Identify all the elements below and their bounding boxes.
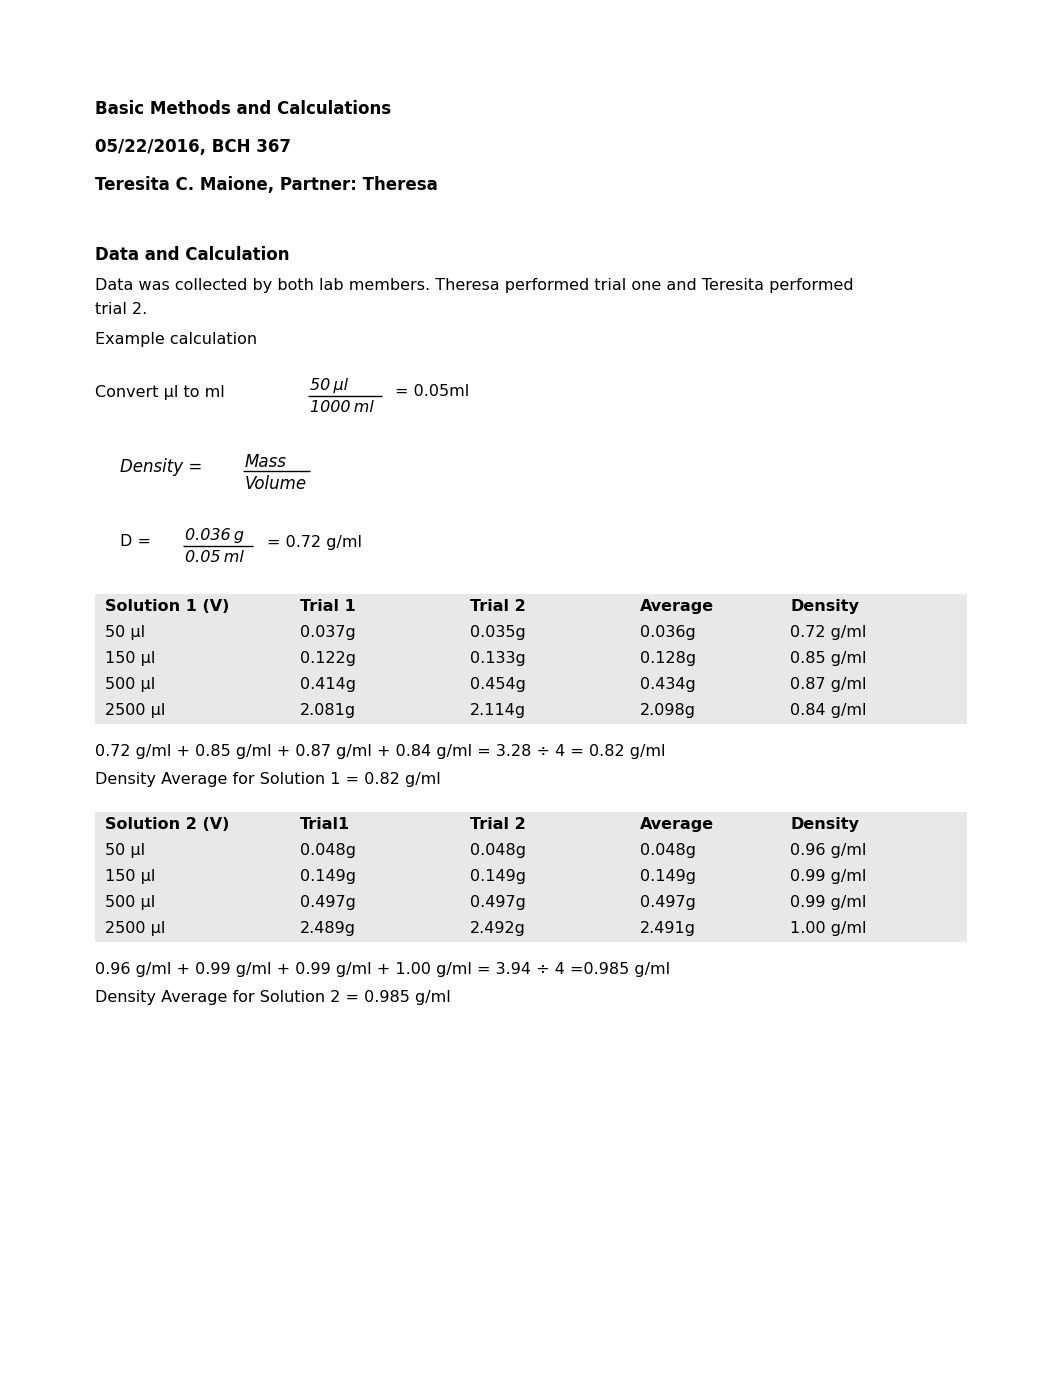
Text: Solution 2 (V): Solution 2 (V)	[105, 817, 229, 832]
Text: 0.72 g/ml + 0.85 g/ml + 0.87 g/ml + 0.84 g/ml = 3.28 ÷ 4 = 0.82 g/ml: 0.72 g/ml + 0.85 g/ml + 0.87 g/ml + 0.84…	[95, 744, 666, 759]
Text: 0.96 g/ml + 0.99 g/ml + 0.99 g/ml + 1.00 g/ml = 3.94 ÷ 4 =0.985 g/ml: 0.96 g/ml + 0.99 g/ml + 0.99 g/ml + 1.00…	[95, 963, 670, 978]
Text: 0.149g: 0.149g	[299, 869, 356, 884]
Text: 0.05 ml: 0.05 ml	[185, 549, 244, 565]
Text: Volume: Volume	[245, 475, 307, 493]
Text: 0.048g: 0.048g	[299, 843, 356, 858]
Text: 0.96 g/ml: 0.96 g/ml	[790, 843, 867, 858]
Text: Average: Average	[640, 599, 714, 614]
Text: 0.84 g/ml: 0.84 g/ml	[790, 704, 867, 717]
Text: 0.99 g/ml: 0.99 g/ml	[790, 895, 867, 910]
Text: Density: Density	[790, 599, 859, 614]
FancyBboxPatch shape	[95, 812, 967, 942]
Text: = 0.05ml: = 0.05ml	[395, 384, 469, 399]
Text: Trial 2: Trial 2	[470, 599, 526, 614]
Text: 50 μl: 50 μl	[105, 843, 145, 858]
Text: 0.128g: 0.128g	[640, 651, 696, 666]
Text: D =: D =	[120, 534, 151, 549]
Text: Trial 1: Trial 1	[299, 599, 356, 614]
Text: 0.037g: 0.037g	[299, 625, 356, 640]
Text: Mass: Mass	[245, 453, 287, 471]
Text: = 0.72 g/ml: = 0.72 g/ml	[267, 534, 362, 549]
Text: Basic Methods and Calculations: Basic Methods and Calculations	[95, 101, 391, 118]
Text: Density Average for Solution 1 = 0.82 g/ml: Density Average for Solution 1 = 0.82 g/…	[95, 772, 441, 788]
Text: 500 μl: 500 μl	[105, 895, 155, 910]
Text: 0.87 g/ml: 0.87 g/ml	[790, 677, 867, 693]
Text: 0.414g: 0.414g	[299, 677, 356, 693]
Text: Density: Density	[790, 817, 859, 832]
Text: 0.035g: 0.035g	[470, 625, 526, 640]
Text: 1000 ml: 1000 ml	[310, 399, 374, 414]
Text: 0.85 g/ml: 0.85 g/ml	[790, 651, 867, 666]
Text: 2.491g: 2.491g	[640, 921, 696, 936]
Text: 500 μl: 500 μl	[105, 677, 155, 693]
Text: 0.454g: 0.454g	[470, 677, 526, 693]
Text: 2500 μl: 2500 μl	[105, 921, 166, 936]
Text: 0.149g: 0.149g	[470, 869, 526, 884]
Text: 0.72 g/ml: 0.72 g/ml	[790, 625, 867, 640]
Text: 2500 μl: 2500 μl	[105, 704, 166, 717]
Text: 0.497g: 0.497g	[299, 895, 356, 910]
Text: 0.048g: 0.048g	[640, 843, 696, 858]
Text: 2.098g: 2.098g	[640, 704, 696, 717]
Text: 0.122g: 0.122g	[299, 651, 356, 666]
Text: Data was collected by both lab members. Theresa performed trial one and Teresita: Data was collected by both lab members. …	[95, 278, 854, 293]
Text: 2.489g: 2.489g	[299, 921, 356, 936]
Text: Trial 2: Trial 2	[470, 817, 526, 832]
Text: trial 2.: trial 2.	[95, 302, 148, 317]
Text: 2.114g: 2.114g	[470, 704, 526, 717]
FancyBboxPatch shape	[95, 593, 967, 724]
Text: 2.081g: 2.081g	[299, 704, 356, 717]
Text: 2.492g: 2.492g	[470, 921, 526, 936]
Text: 0.497g: 0.497g	[470, 895, 526, 910]
Text: 05/22/2016, BCH 367: 05/22/2016, BCH 367	[95, 138, 291, 156]
Text: 0.048g: 0.048g	[470, 843, 526, 858]
Text: 50 μl: 50 μl	[105, 625, 145, 640]
Text: Average: Average	[640, 817, 714, 832]
Text: 0.036g: 0.036g	[640, 625, 696, 640]
Text: Solution 1 (V): Solution 1 (V)	[105, 599, 229, 614]
Text: Density =: Density =	[120, 459, 202, 476]
Text: 0.133g: 0.133g	[470, 651, 526, 666]
Text: 0.497g: 0.497g	[640, 895, 696, 910]
Text: 50 μl: 50 μl	[310, 379, 348, 392]
Text: Example calculation: Example calculation	[95, 332, 257, 347]
Text: Data and Calculation: Data and Calculation	[95, 246, 290, 264]
Text: 0.434g: 0.434g	[640, 677, 696, 693]
Text: 0.036 g: 0.036 g	[185, 527, 244, 543]
Text: 150 μl: 150 μl	[105, 651, 155, 666]
Text: 0.99 g/ml: 0.99 g/ml	[790, 869, 867, 884]
Text: Trial1: Trial1	[299, 817, 350, 832]
Text: 0.149g: 0.149g	[640, 869, 696, 884]
Text: Teresita C. Maione, Partner: Theresa: Teresita C. Maione, Partner: Theresa	[95, 176, 438, 194]
Text: Density Average for Solution 2 = 0.985 g/ml: Density Average for Solution 2 = 0.985 g…	[95, 990, 450, 1005]
Text: Convert μl to ml: Convert μl to ml	[95, 384, 225, 399]
Text: 1.00 g/ml: 1.00 g/ml	[790, 921, 867, 936]
Text: 150 μl: 150 μl	[105, 869, 155, 884]
